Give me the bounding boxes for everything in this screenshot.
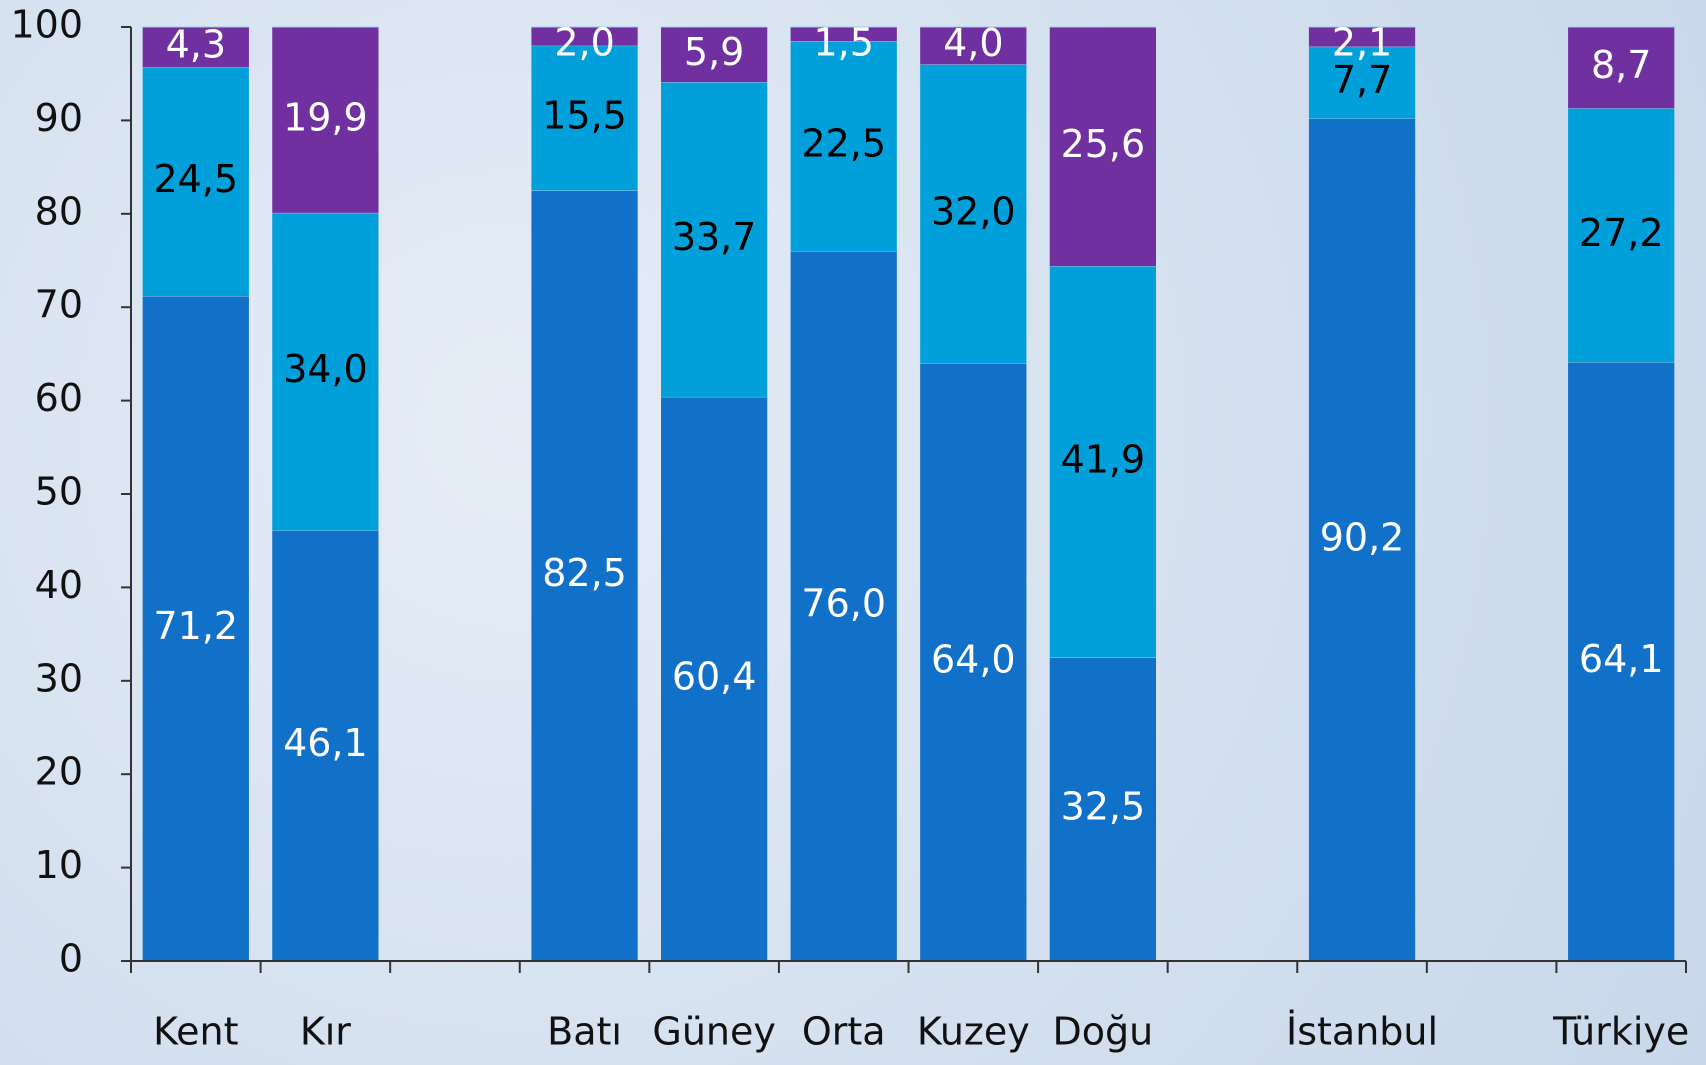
- y-tick-label: 20: [35, 750, 83, 794]
- bar-segment: [660, 396, 768, 961]
- value-label: 82,5: [542, 551, 627, 595]
- bar-segment: [272, 530, 379, 961]
- bar-segment: [790, 27, 897, 42]
- bar-segment: [660, 27, 768, 83]
- value-label: 15,5: [542, 94, 627, 138]
- x-tick-label: Kent: [153, 1010, 238, 1054]
- y-tick-label: 80: [35, 189, 83, 233]
- value-label: 19,9: [283, 95, 368, 139]
- bar-segment: [1568, 27, 1675, 109]
- value-label: 60,4: [672, 654, 757, 698]
- bar-segment: [920, 27, 1027, 65]
- y-tick-label: 50: [35, 470, 83, 514]
- value-label: 2,0: [554, 21, 614, 65]
- value-label: 27,2: [1579, 211, 1664, 255]
- value-label: 5,9: [684, 30, 744, 74]
- value-label: 8,7: [1591, 43, 1651, 87]
- y-tick-label: 0: [59, 937, 83, 981]
- bar-segment: [1049, 266, 1157, 658]
- value-label: 90,2: [1320, 515, 1405, 559]
- value-label: 32,5: [1061, 785, 1146, 829]
- x-tick-label: Türkiye: [1552, 1010, 1689, 1054]
- bar-segment: [272, 27, 379, 213]
- bar-segment: [1308, 46, 1416, 119]
- bar-segment: [142, 27, 249, 68]
- value-label: 64,1: [1579, 637, 1664, 681]
- value-label: 2,1: [1332, 21, 1392, 65]
- value-label: 7,7: [1332, 58, 1392, 102]
- x-tick-label: Doğu: [1053, 1010, 1154, 1054]
- value-label: 1,5: [813, 21, 873, 65]
- bar-segment: [1049, 657, 1157, 961]
- bar-segment: [1568, 362, 1675, 961]
- value-label: 33,7: [672, 215, 757, 259]
- value-label: 4,0: [943, 21, 1003, 65]
- x-tick-label: Batı: [547, 1010, 622, 1054]
- value-label: 24,5: [153, 157, 238, 201]
- bar-segment: [531, 190, 638, 961]
- y-tick-label: 30: [35, 656, 83, 700]
- value-label: 34,0: [283, 347, 368, 391]
- bar-segment: [920, 363, 1027, 961]
- x-tick-label: Kır: [300, 1010, 351, 1054]
- x-tick-label: İstanbul: [1286, 1010, 1438, 1054]
- value-label: 64,0: [931, 638, 1016, 682]
- bar-segment: [272, 212, 379, 531]
- y-tick-label: 60: [35, 376, 83, 420]
- y-tick-label: 40: [35, 563, 83, 607]
- bar-segment: [1308, 118, 1416, 962]
- bar-segment: [790, 41, 897, 252]
- value-label: 32,0: [931, 189, 1016, 233]
- bar-segment: [1568, 108, 1675, 363]
- value-label: 41,9: [1061, 437, 1146, 481]
- bar-segment: [660, 82, 768, 397]
- y-tick-label: 70: [35, 283, 83, 327]
- y-tick-label: 10: [35, 843, 83, 887]
- bar-segment: [142, 67, 249, 296]
- value-label: 46,1: [283, 721, 368, 765]
- value-label: 25,6: [1061, 122, 1146, 166]
- y-tick-label: 100: [10, 3, 83, 47]
- x-tick-label: Güney: [652, 1010, 775, 1054]
- bar-segment: [142, 295, 249, 961]
- x-tick-label: Orta: [802, 1010, 886, 1054]
- value-label: 76,0: [801, 582, 886, 626]
- bar-segment: [920, 64, 1027, 364]
- value-label: 22,5: [801, 122, 886, 166]
- y-tick-label: 90: [35, 96, 83, 140]
- value-label: 4,3: [166, 23, 226, 67]
- bar-segment: [531, 27, 638, 46]
- x-tick-label: Kuzey: [917, 1010, 1030, 1054]
- bar-segment: [1308, 27, 1416, 47]
- value-label: 71,2: [153, 604, 238, 648]
- bar-segment: [790, 251, 897, 961]
- bar-segment: [1049, 27, 1157, 267]
- bar-segment: [531, 45, 638, 191]
